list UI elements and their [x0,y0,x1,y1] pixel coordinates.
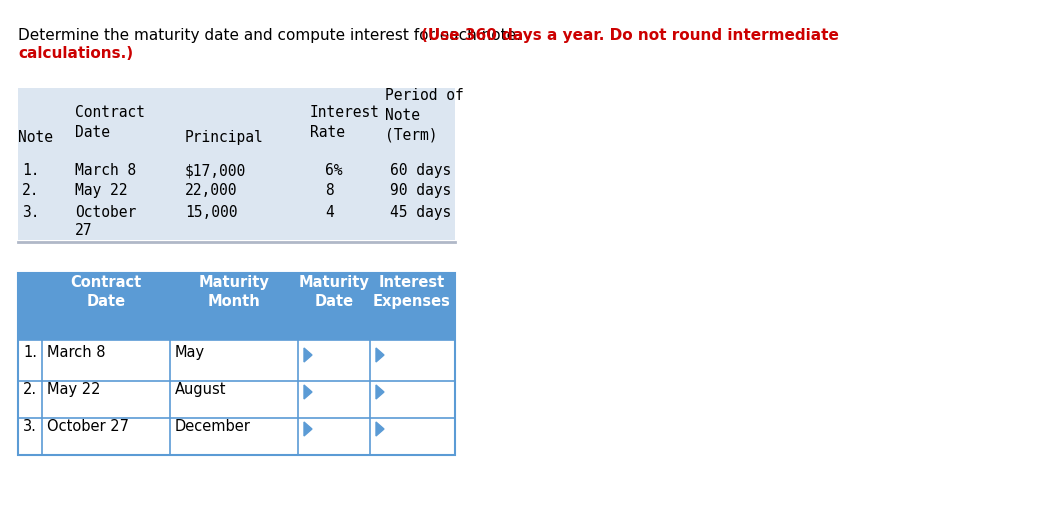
Polygon shape [304,385,312,399]
Text: (Use 360 days a year. Do not round intermediate: (Use 360 days a year. Do not round inter… [421,28,838,43]
Text: 1.: 1. [23,345,37,360]
Text: Contract
Date: Contract Date [75,105,145,140]
Text: Principal: Principal [185,130,264,145]
Text: 45 days: 45 days [390,205,451,220]
Text: 8: 8 [325,183,334,198]
Text: March 8: March 8 [48,345,106,360]
Bar [18,273,455,455]
Text: Period of
Note
(Term): Period of Note (Term) [385,88,464,143]
Text: $17,000: $17,000 [185,163,246,178]
Polygon shape [376,422,384,436]
Polygon shape [304,348,312,362]
Text: Interest
Rate: Interest Rate [310,105,380,140]
Text: October 27: October 27 [48,419,129,434]
Text: May 22: May 22 [75,183,128,198]
Polygon shape [304,422,312,436]
Polygon shape [376,385,384,399]
Text: calculations.): calculations.) [18,46,133,61]
Text: 3.: 3. [22,205,39,220]
Text: 22,000: 22,000 [185,183,238,198]
Text: March 8: March 8 [75,163,136,178]
Bar [18,88,455,240]
Polygon shape [376,348,384,362]
Text: August: August [175,382,226,397]
Text: 2.: 2. [23,382,37,397]
Text: Note: Note [18,130,53,145]
Bar [18,340,455,455]
Text: 1.: 1. [22,163,39,178]
Bar [18,273,455,340]
Text: 4: 4 [325,205,334,220]
Text: 3.: 3. [23,419,37,434]
Text: 90 days: 90 days [390,183,451,198]
Text: Maturity
Month: Maturity Month [199,275,269,309]
Text: 15,000: 15,000 [185,205,238,220]
Text: Contract
Date: Contract Date [71,275,142,309]
Text: 2.: 2. [22,183,39,198]
Text: Maturity
Date: Maturity Date [299,275,370,309]
Text: May 22: May 22 [48,382,100,397]
Text: May: May [175,345,205,360]
Text: 6%: 6% [325,163,342,178]
Text: Determine the maturity date and compute interest for each note.: Determine the maturity date and compute … [18,28,526,43]
Text: 27: 27 [75,223,93,238]
Text: December: December [175,419,251,434]
Text: 60 days: 60 days [390,163,451,178]
Text: Interest
Expenses: Interest Expenses [373,275,451,309]
Text: October: October [75,205,136,220]
